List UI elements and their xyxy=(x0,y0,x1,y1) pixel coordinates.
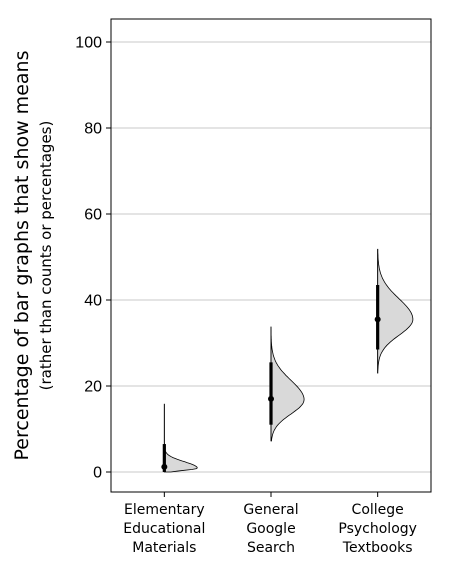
mean-point xyxy=(161,463,168,470)
x-tick-label: Textbooks xyxy=(342,540,413,556)
violins xyxy=(161,248,414,473)
mean-point xyxy=(268,395,274,402)
y-tick-label: 80 xyxy=(84,121,102,138)
gridlines xyxy=(111,41,431,473)
y-tick-label: 100 xyxy=(75,35,102,52)
x-tick-label: Psychology xyxy=(338,521,417,537)
y-tick-label: 20 xyxy=(84,379,102,396)
y-tick-label: 0 xyxy=(93,465,102,482)
violin-shape xyxy=(163,403,198,473)
x-tick-label: Google xyxy=(246,521,295,537)
y-tick-label: 40 xyxy=(84,293,102,310)
violin-shape xyxy=(377,248,414,374)
y-axis-title: Percentage of bar graphs that show means… xyxy=(11,51,55,461)
x-tick-label: General xyxy=(243,502,298,518)
violin-shape xyxy=(270,326,305,442)
x-tick-label: Search xyxy=(247,540,295,556)
x-tick-label: Educational xyxy=(123,521,205,537)
y-axis-label: Percentage of bar graphs that show means xyxy=(11,51,33,461)
y-axis: 0 20 40 60 80 100 xyxy=(75,35,111,482)
x-tick-label: Elementary xyxy=(124,502,205,518)
x-axis: Elementary Educational Materials General Goo… xyxy=(123,492,417,556)
x-tick-label: College xyxy=(352,502,404,518)
plot-frame xyxy=(110,18,432,493)
y-tick-label: 60 xyxy=(84,207,102,224)
x-tick-label: Materials xyxy=(132,540,196,556)
y-axis-sublabel: (rather than counts or percentages) xyxy=(37,121,55,391)
mean-point xyxy=(374,316,381,323)
